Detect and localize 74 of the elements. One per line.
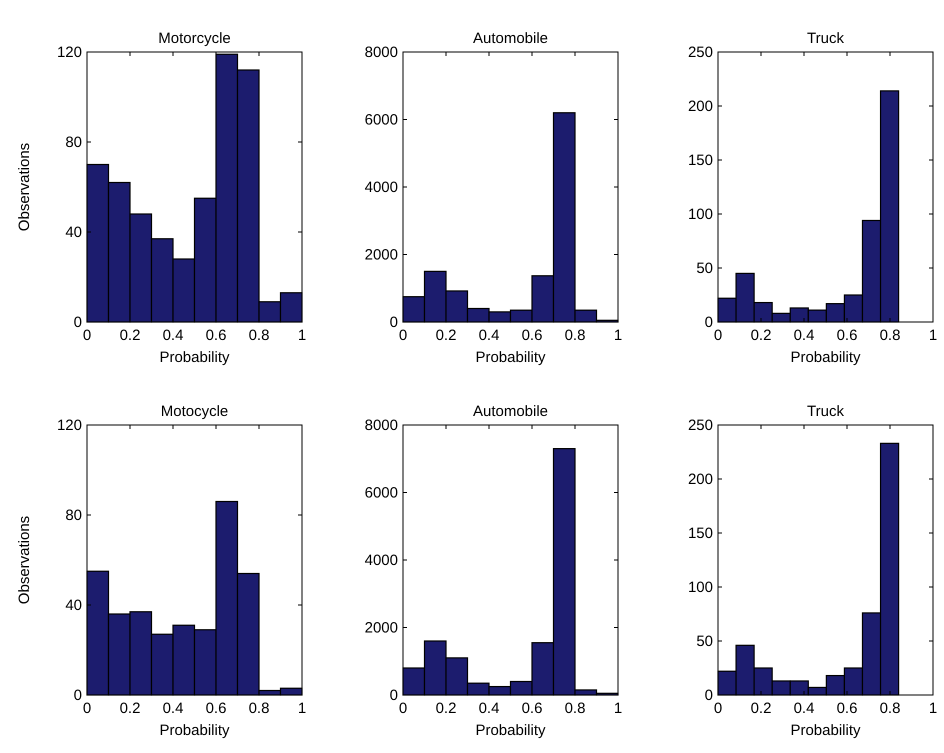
y-tick-label: 0	[390, 314, 398, 331]
y-tick-label: 0	[704, 687, 713, 704]
x-tick-label: 1	[614, 327, 622, 344]
x-tick-label: 0.2	[750, 327, 772, 344]
chart-title: Truck	[807, 30, 844, 47]
x-tick-label: 0.8	[880, 700, 900, 717]
x-axis-title: Probability	[475, 349, 546, 366]
chart-title: Automobile	[472, 30, 548, 47]
x-axis-title: Probability	[159, 349, 230, 366]
x-tick-label: 0.4	[162, 327, 184, 344]
y-tick-label: 0	[74, 314, 82, 331]
chart-title: Truck	[807, 403, 844, 420]
x-tick-label: 0.8	[248, 700, 270, 717]
y-tick-label: 0	[704, 314, 713, 331]
y-tick-label: 80	[65, 134, 82, 151]
y-tick-label: 200	[688, 98, 713, 115]
x-tick-label: 0.4	[478, 700, 500, 717]
x-tick-label: 0.4	[478, 327, 500, 344]
y-axis-title: Observations	[16, 142, 33, 232]
x-tick-label: 1	[614, 700, 622, 717]
y-tick-label: 6000	[364, 112, 398, 128]
x-axis-title: Probability	[790, 722, 862, 739]
x-tick-label: 0.6	[206, 327, 226, 344]
y-tick-label: 2000	[364, 620, 398, 636]
y-tick-label: 6000	[364, 484, 398, 502]
y-tick-label: 80	[65, 507, 82, 524]
y-tick-label: 8000	[364, 44, 398, 61]
chart-title: Automobile	[472, 403, 548, 420]
x-tick-label: 1	[928, 700, 938, 717]
y-tick-label: 50	[696, 633, 713, 650]
y-tick-label: 150	[688, 152, 713, 169]
x-tick-label: 0.2	[120, 700, 140, 717]
y-tick-label: 4000	[364, 552, 398, 569]
y-tick-label: 250	[688, 417, 713, 434]
y-tick-label: 120	[56, 417, 82, 434]
chart-title: Motocycle	[160, 403, 228, 420]
x-tick-label: 0.8	[564, 700, 586, 717]
y-tick-label: 2000	[364, 246, 398, 264]
x-tick-label: 0.4	[794, 327, 814, 344]
x-tick-label: 0.8	[564, 327, 586, 344]
y-tick-label: 50	[696, 260, 713, 277]
x-tick-label: 1	[928, 327, 938, 344]
x-tick-label: 0.8	[248, 327, 270, 344]
x-axis-title: Probability	[159, 722, 230, 739]
y-tick-label: 40	[65, 597, 82, 614]
x-tick-label: 0.2	[120, 327, 140, 344]
x-tick-label: 0.8	[880, 327, 900, 344]
x-axis-title: Probability	[475, 722, 546, 739]
y-tick-label: 100	[688, 579, 713, 596]
x-tick-label: 0.6	[522, 700, 542, 717]
x-tick-label: 0.6	[836, 327, 858, 344]
x-axis-title: Probability	[790, 349, 862, 366]
x-tick-label: 0.6	[522, 327, 542, 344]
y-tick-label: 0	[74, 687, 82, 704]
y-tick-label: 120	[56, 44, 82, 61]
x-tick-label: 0.6	[836, 700, 858, 717]
y-tick-label: 100	[688, 206, 713, 223]
y-tick-label: 150	[688, 525, 713, 542]
x-tick-label: 0.4	[162, 700, 184, 717]
x-tick-label: 1	[298, 327, 306, 344]
y-tick-label: 200	[688, 471, 713, 488]
x-tick-label: 0.4	[794, 700, 814, 717]
x-tick-label: 0.6	[206, 700, 226, 717]
y-tick-label: 8000	[364, 417, 398, 434]
y-tick-label: 0	[390, 687, 398, 704]
x-tick-label: 0.2	[436, 327, 456, 344]
chart-title: Motorcycle	[158, 30, 231, 47]
y-tick-label: 4000	[364, 179, 398, 196]
y-tick-label: 40	[65, 224, 82, 241]
x-tick-label: 0.2	[750, 700, 772, 717]
x-tick-label: 0.2	[436, 700, 456, 717]
x-tick-label: 1	[298, 700, 306, 717]
y-tick-label: 250	[688, 44, 713, 61]
y-axis-title: Observations	[16, 516, 33, 604]
